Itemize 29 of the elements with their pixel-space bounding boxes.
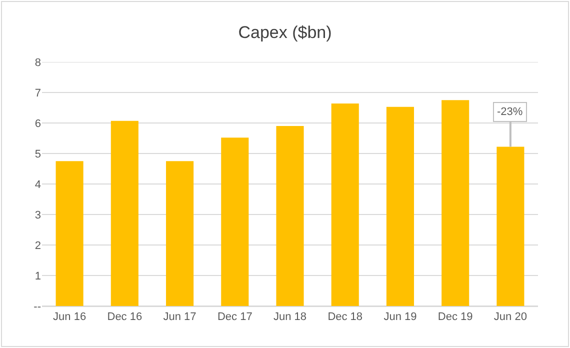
bar bbox=[110, 120, 138, 306]
x-tick-label: Dec 16 bbox=[107, 311, 142, 324]
y-tick-label: 5 bbox=[34, 148, 41, 160]
x-tick-label: Jun 17 bbox=[163, 311, 196, 324]
x-tick-label: Dec 18 bbox=[328, 311, 363, 324]
y-tick-label: 4 bbox=[34, 178, 41, 191]
x-tick-label: Jun 18 bbox=[273, 311, 307, 324]
y-tick-label: 3 bbox=[34, 209, 41, 222]
y-tick-label: 6 bbox=[34, 118, 41, 130]
y-tick-label: 1 bbox=[34, 270, 41, 282]
x-tick-label: Jun 20 bbox=[494, 311, 527, 324]
bar bbox=[166, 161, 194, 306]
bar bbox=[442, 100, 470, 306]
bar bbox=[276, 126, 304, 306]
annotation: -23% bbox=[497, 106, 523, 118]
bar bbox=[386, 106, 414, 306]
x-tick-label: Jun 19 bbox=[384, 311, 417, 324]
y-tick-label: 2 bbox=[34, 240, 41, 252]
x-tick-label: Jun 16 bbox=[53, 311, 86, 324]
y-tick-label: 8 bbox=[34, 56, 41, 69]
bar bbox=[331, 103, 359, 306]
x-tick-label: Dec 17 bbox=[217, 311, 252, 324]
bar bbox=[496, 146, 524, 306]
chart-title: Capex ($bn) bbox=[238, 22, 332, 42]
y-tick-label: -- bbox=[34, 300, 42, 313]
x-tick-label: Dec 19 bbox=[438, 311, 473, 324]
bar bbox=[221, 138, 249, 306]
bar bbox=[56, 161, 84, 306]
y-tick-label: 7 bbox=[34, 87, 41, 100]
